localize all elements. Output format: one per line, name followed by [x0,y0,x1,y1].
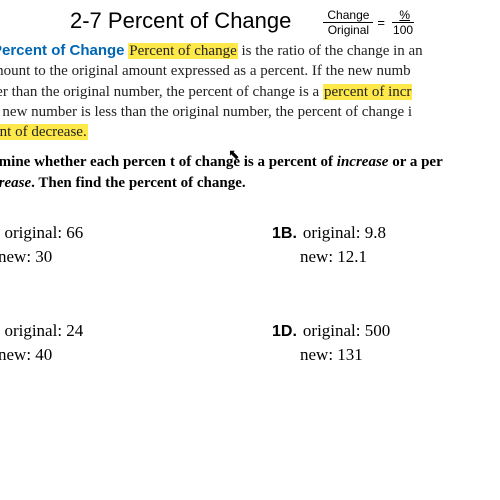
word-increase: increase [337,154,389,170]
prob-d-new: new: 131 [300,343,490,367]
prob-c-orig: original: 24 [4,321,83,340]
problem-1d: 1D. original: 500 new: 131 [272,319,490,367]
highlight-2: percent of incr [323,84,412,100]
instr-1c: or a per [388,154,442,170]
def-text-2: mount to the original amount expressed a… [0,63,411,79]
instructions: rmine whether each percent of change is … [0,152,500,193]
problem-row-1: .original: 66 new: 30 1B. original: 9.8 n… [0,221,490,269]
fraction-bot: Original [324,23,373,37]
instr-1a: rmine whether each perce [0,154,158,170]
prob-a-orig: original: 66 [4,223,83,242]
percent-top: % [392,8,414,23]
instr-1b: t of change is a percent of [170,154,337,170]
prob-d-label: 1D. [272,323,297,340]
prob-b-orig: original: 9.8 [303,223,386,242]
prob-a-new: new: 30 [0,245,212,269]
highlight-1: Percent of change [128,43,237,59]
prob-b-new: new: 12.1 [300,245,490,269]
vocab-term: Percent of Change [0,42,125,59]
highlight-3: ent of decrease. [0,124,88,140]
page-title: 2-7 Percent of Change [70,8,291,34]
problem-row-2: .original: 24 new: 40 1D. original: 500 n… [0,319,490,367]
percent-bot: 100 [389,23,417,37]
problems-grid: .original: 66 new: 30 1B. original: 9.8 n… [0,221,500,367]
fraction-right: % 100 [389,8,417,37]
prob-d-orig: original: 500 [303,321,390,340]
instr-2b: . Then find the percent of change. [31,175,245,191]
def-text-1: is the ratio of the change in an [241,43,422,59]
prob-b-label: 1B. [272,225,297,242]
problem-1c: .original: 24 new: 40 [0,319,212,367]
fraction-left: Change Original [323,8,373,37]
problem-1a: .original: 66 new: 30 [0,221,212,269]
def-text-4: e new number is less than the original n… [0,104,412,120]
equals-sign: = [377,15,385,30]
definition-text: Percent of Change Percent of change is t… [0,41,500,142]
def-text-3: ter than the original number, the percen… [0,84,323,100]
header: 2-7 Percent of Change Change Original = … [0,0,500,41]
formula: Change Original = % 100 [319,8,421,37]
problem-1b: 1B. original: 9.8 new: 12.1 [272,221,490,269]
prob-c-new: new: 40 [0,343,212,367]
fraction-top: Change [323,8,373,23]
word-decrease: crease [0,175,31,191]
